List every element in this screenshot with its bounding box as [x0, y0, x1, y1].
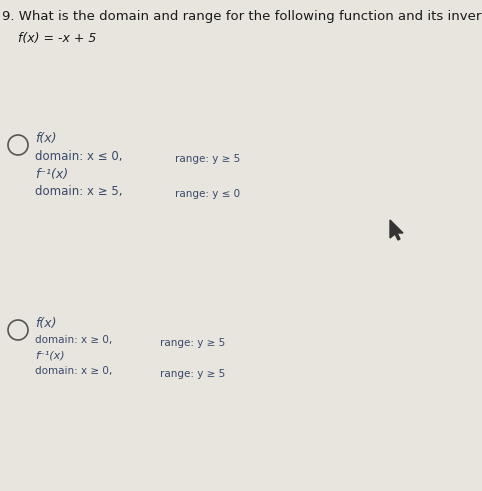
Text: range: y ≥ 5: range: y ≥ 5 [160, 338, 225, 348]
Text: range: y ≤ 0: range: y ≤ 0 [175, 189, 240, 199]
Text: f(x): f(x) [35, 317, 56, 330]
Text: domain: x ≥ 5,: domain: x ≥ 5, [35, 185, 122, 198]
Text: range: y ≥ 5: range: y ≥ 5 [160, 369, 225, 379]
Text: range: y ≥ 5: range: y ≥ 5 [175, 154, 240, 164]
Text: domain: x ≥ 0,: domain: x ≥ 0, [35, 335, 112, 345]
Text: f⁻¹(x): f⁻¹(x) [35, 350, 65, 360]
Text: domain: x ≤ 0,: domain: x ≤ 0, [35, 150, 122, 163]
Text: f(x) = -x + 5: f(x) = -x + 5 [18, 32, 96, 45]
Text: 9. What is the domain and range for the following function and its inverse: 9. What is the domain and range for the … [2, 10, 482, 23]
Text: f(x): f(x) [35, 132, 56, 145]
Text: domain: x ≥ 0,: domain: x ≥ 0, [35, 366, 112, 376]
Polygon shape [390, 220, 403, 240]
Text: f⁻¹(x): f⁻¹(x) [35, 168, 68, 181]
